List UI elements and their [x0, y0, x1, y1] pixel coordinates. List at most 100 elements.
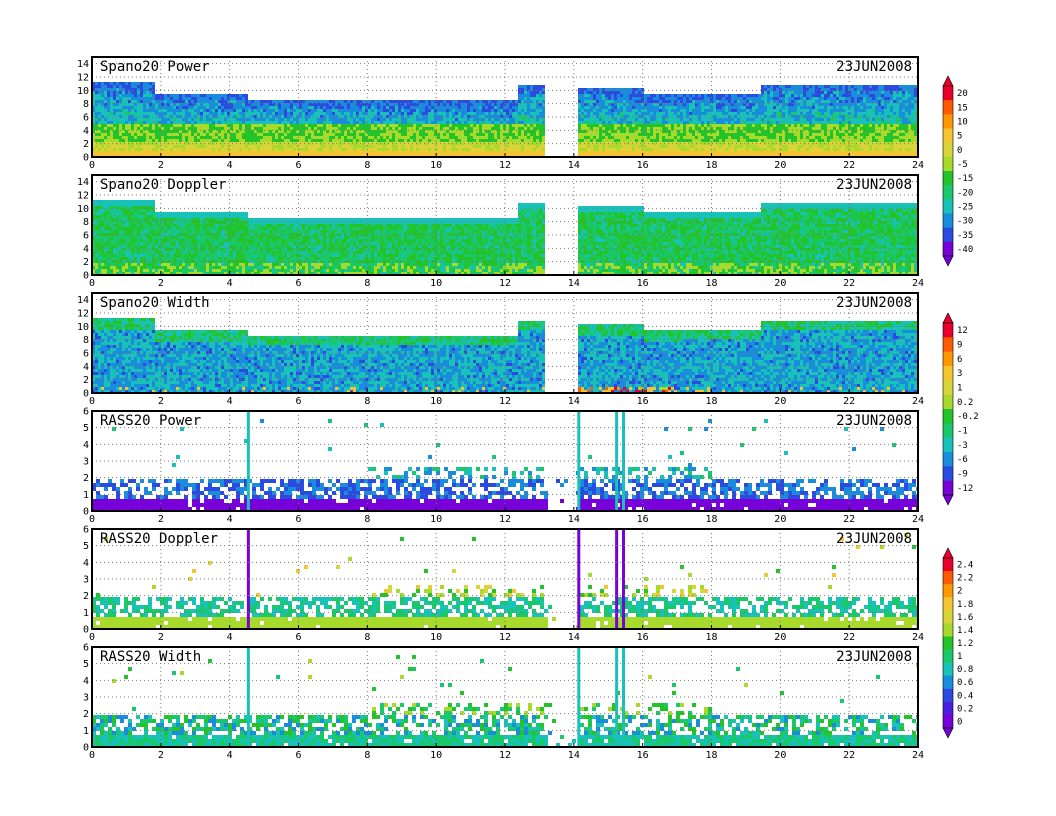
x-tick-label: 0 — [89, 160, 95, 171]
data-field — [92, 647, 918, 747]
x-tick-label: 8 — [364, 514, 370, 525]
y-tick-label: 4 — [83, 244, 89, 255]
x-tick-label: 20 — [774, 514, 786, 525]
spike — [577, 647, 581, 747]
y-tick-label: 2 — [83, 139, 89, 150]
colorbar-label: 0.6 — [957, 678, 973, 688]
colorbar-label: 15 — [957, 103, 968, 113]
colorbar-label: -20 — [957, 188, 973, 198]
x-tick-label: 6 — [295, 514, 301, 525]
y-tick-label: 4 — [83, 440, 89, 451]
colorbar-swatch — [943, 128, 953, 143]
y-tick-label: 6 — [83, 231, 89, 242]
y-tick-label: 5 — [83, 541, 89, 552]
x-tick-label: 14 — [568, 396, 580, 407]
y-tick-label: 10 — [77, 204, 89, 215]
x-tick-label: 24 — [912, 278, 924, 289]
colorbar-label: 10 — [957, 117, 968, 127]
colorbar-scale_c: 2.4 2.2 2 1.8 1.6 1.4 1.2 1 0.8 0.6 0.4 0.2 0 — [942, 547, 973, 739]
colorbar-label: 0.2 — [957, 704, 973, 714]
y-tick-label: 6 — [83, 643, 89, 654]
colorbar-swatch — [943, 185, 953, 200]
colorbar-swatch — [943, 714, 953, 729]
x-tick-label: 16 — [637, 750, 649, 761]
colorbar-swatch — [943, 688, 953, 703]
x-tick-label: 10 — [430, 514, 442, 525]
colorbar-swatch — [943, 394, 953, 410]
x-tick-label: 22 — [843, 632, 855, 643]
x-tick-label: 6 — [295, 750, 301, 761]
x-tick-label: 16 — [637, 160, 649, 171]
colorbar-swatch — [943, 409, 953, 424]
colorbar-label: 1.2 — [957, 639, 973, 649]
colorbar-swatch — [943, 100, 953, 115]
x-tick-label: 14 — [568, 278, 580, 289]
panel-title: RASS20 Power — [100, 413, 201, 429]
x-tick-label: 4 — [227, 514, 233, 525]
colorbar-label: -15 — [957, 174, 973, 184]
colorbar-label: 0 — [957, 146, 962, 156]
colorbar-swatch — [943, 380, 953, 395]
colorbar-label: 2.4 — [957, 561, 973, 571]
x-tick-label: 16 — [637, 514, 649, 525]
y-tick-label: 5 — [83, 423, 89, 434]
y-tick-label: 2 — [83, 591, 89, 602]
colorbar-swatch — [943, 452, 953, 467]
colorbar-label: -3 — [957, 441, 968, 451]
spike — [577, 411, 581, 511]
x-tick-label: 20 — [774, 278, 786, 289]
colorbar-frame — [942, 85, 954, 257]
x-tick-label: 20 — [774, 160, 786, 171]
colorbar-swatch — [943, 423, 953, 438]
colorbar-swatch — [943, 171, 953, 186]
x-tick-label: 8 — [364, 278, 370, 289]
colorbar-label: 1 — [957, 384, 962, 394]
x-tick-label: 4 — [227, 750, 233, 761]
x-tick-label: 18 — [705, 160, 717, 171]
panel-date: 23JUN2008 — [836, 59, 912, 75]
colorbar-label: 0.8 — [957, 665, 973, 675]
colorbar-label: 0.4 — [957, 691, 973, 701]
colorbar-swatch — [943, 675, 953, 690]
y-tick-label: 2 — [83, 257, 89, 268]
y-tick-label: 14 — [77, 295, 89, 306]
colorbar-arrow-down — [942, 494, 954, 506]
colorbar-label: -12 — [957, 484, 973, 494]
panel-title: Spano20 Width — [100, 295, 210, 311]
grid — [92, 528, 918, 630]
spike — [622, 411, 626, 511]
colorbar-label: 0.2 — [957, 398, 973, 408]
x-tick-label: 14 — [568, 160, 580, 171]
colorbar-swatch — [943, 227, 953, 243]
colorbar-swatch — [943, 662, 953, 676]
x-tick-label: 6 — [295, 396, 301, 407]
colorbar-label: 9 — [957, 341, 962, 351]
colorbar-swatch — [943, 558, 953, 572]
colorbar-scale_b: 12 9 6 3 1 0.2 -0.2 -1 -3 -6 -9 -12 — [942, 312, 979, 506]
panel-date: 23JUN2008 — [836, 177, 912, 193]
x-tick-label: 6 — [295, 278, 301, 289]
x-tick-label: 20 — [774, 632, 786, 643]
y-tick-label: 5 — [83, 659, 89, 670]
colorbar-label: -25 — [957, 202, 973, 212]
y-tick-label: 2 — [83, 473, 89, 484]
colorbar-arrow-up — [942, 75, 954, 87]
colorbar-label: -40 — [957, 245, 973, 255]
colorbar-label: 1.6 — [957, 613, 973, 623]
x-tick-label: 0 — [89, 278, 95, 289]
y-tick-label: 4 — [83, 558, 89, 569]
colorbar-label: -30 — [957, 217, 973, 227]
y-tick-label: 12 — [77, 191, 89, 202]
colorbar-swatch — [943, 213, 953, 228]
x-tick-label: 22 — [843, 514, 855, 525]
y-tick-label: 0 — [83, 507, 89, 518]
colorbar-swatch — [943, 337, 953, 352]
x-tick-label: 14 — [568, 514, 580, 525]
x-tick-label: 20 — [774, 396, 786, 407]
colorbar-label: -5 — [957, 160, 968, 170]
x-tick-label: 18 — [705, 278, 717, 289]
colorbar-label: 2 — [957, 587, 962, 597]
